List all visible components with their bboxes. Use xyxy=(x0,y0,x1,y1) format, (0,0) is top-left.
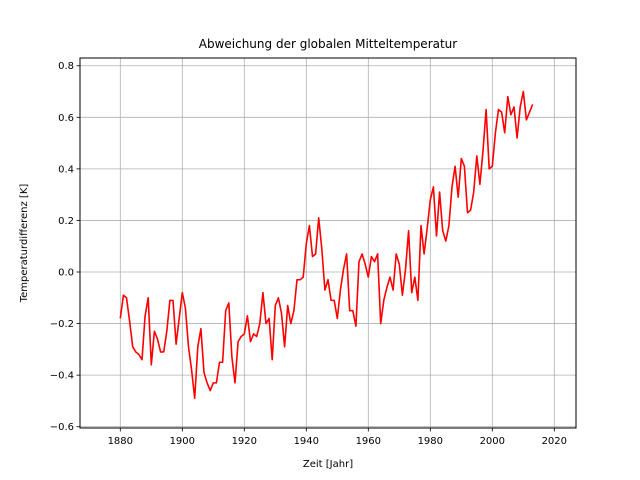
x-tick-label: 1900 xyxy=(170,436,195,447)
chart-title: Abweichung der globalen Mitteltemperatur xyxy=(199,37,458,51)
x-tick-label: 1880 xyxy=(108,436,133,447)
y-tick-label: 0.8 xyxy=(58,61,74,72)
data-line-group xyxy=(119,90,534,400)
x-ticks: 1880 1900 1920 1940 1960 1980 2000 2020 xyxy=(108,428,567,447)
y-ticks: −0.6 −0.4 −0.2 0.0 0.2 0.4 0.6 0.8 xyxy=(50,61,80,433)
y-tick-label: 0.2 xyxy=(58,216,74,227)
y-tick-label: −0.6 xyxy=(50,422,74,433)
y-tick-label: 0.6 xyxy=(58,113,74,124)
x-tick-label: 2020 xyxy=(542,436,567,447)
x-tick-label: 1960 xyxy=(356,436,381,447)
x-axis-label: Zeit [Jahr] xyxy=(303,459,353,470)
y-tick-label: 0.0 xyxy=(58,268,74,279)
temperature-series-line xyxy=(119,90,534,400)
x-tick-label: 2000 xyxy=(480,436,505,447)
x-tick-label: 1920 xyxy=(232,436,257,447)
x-tick-label: 1980 xyxy=(418,436,443,447)
x-tick-label: 1940 xyxy=(294,436,319,447)
y-tick-label: 0.4 xyxy=(58,164,74,175)
y-axis-label: Temperaturdifferenz [K] xyxy=(19,184,30,304)
plot-frame xyxy=(79,57,577,429)
y-tick-label: −0.2 xyxy=(50,319,74,330)
grid xyxy=(80,58,576,428)
y-tick-label: −0.4 xyxy=(50,371,74,382)
